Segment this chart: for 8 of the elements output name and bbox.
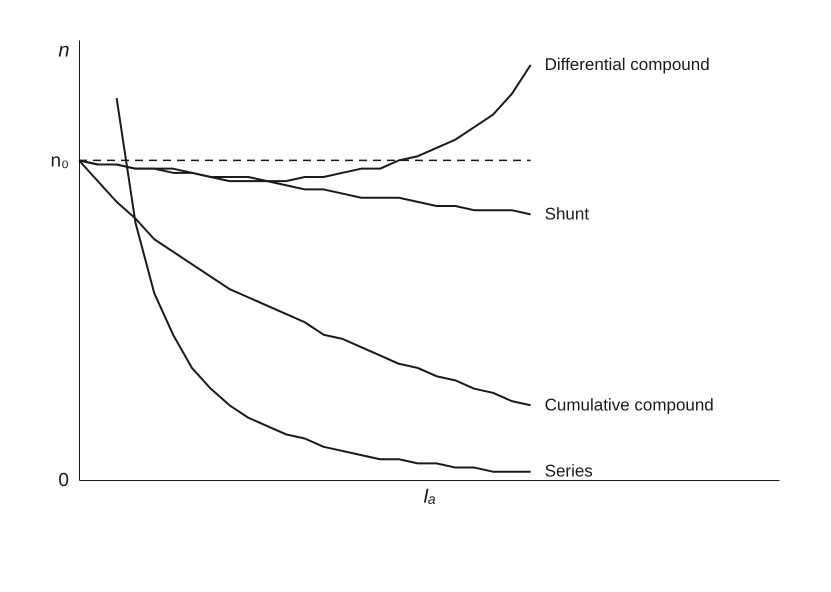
text: 0 [58,470,69,491]
y-axis-title: n [58,40,70,62]
series-label: Differential compound [544,54,710,74]
x-axis-title: Iₐ [423,486,436,508]
series-label: Shunt [544,204,590,224]
ref-line-label: n₀ [50,150,69,172]
series-label: Cumulative compound [544,395,714,414]
series-label: Series [544,462,593,481]
